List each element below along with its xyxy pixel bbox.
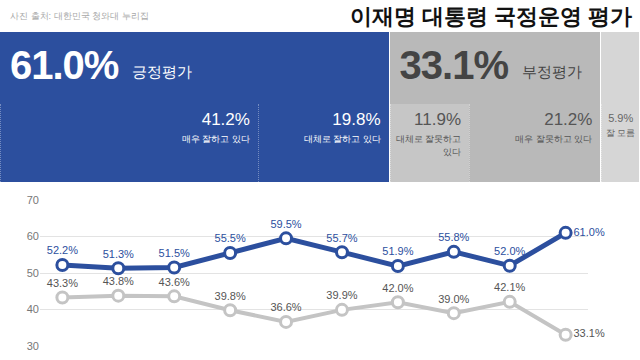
html-text:이재명 대통령 국정운영 평가: 이재명 대통령 국정운영 평가: [349, 4, 632, 29]
svg-text:52.2%: 52.2%: [47, 244, 78, 256]
html-text:33.1%: 33.1%: [399, 43, 508, 87]
html-text:사진 출처: 대한민국 청와대 누리집: 사진 출처: 대한민국 청와대 누리집: [10, 11, 149, 21]
html-text:매우 잘못하고 있다: 매우 잘못하고 있다: [515, 134, 593, 144]
svg-text:39.0%: 39.0%: [438, 293, 469, 305]
svg-text:40: 40: [27, 303, 39, 315]
svg-text:52.0%: 52.0%: [494, 245, 525, 257]
svg-text:39.8%: 39.8%: [215, 290, 246, 302]
svg-text:39.9%: 39.9%: [326, 289, 357, 301]
svg-text:60: 60: [27, 230, 39, 242]
svg-text:55.8%: 55.8%: [438, 231, 469, 243]
html-text:대체로 잘하고 있다: 대체로 잘하고 있다: [303, 134, 381, 144]
html-text:11.9%: 11.9%: [414, 110, 461, 129]
svg-text:61.0%: 61.0%: [574, 226, 605, 238]
html-text:긍정평가: 긍정평가: [132, 63, 193, 80]
svg-text:33.1%: 33.1%: [574, 327, 605, 339]
svg-text:43.3%: 43.3%: [47, 277, 78, 289]
svg-text:51.3%: 51.3%: [103, 248, 134, 260]
html-text:잘 모름: 잘 모름: [605, 128, 636, 138]
html-text:매우 잘하고 있다: 매우 잘하고 있다: [181, 134, 250, 144]
svg-text:50: 50: [27, 267, 39, 279]
svg-text:43.8%: 43.8%: [103, 275, 134, 287]
html-text:5.9%: 5.9%: [608, 112, 634, 124]
svg-text:30: 30: [27, 340, 39, 352]
html-text:21.2%: 21.2%: [544, 110, 593, 129]
svg-text:55.5%: 55.5%: [215, 232, 246, 244]
svg-text:36.6%: 36.6%: [270, 301, 301, 313]
svg-text:59.5%: 59.5%: [270, 218, 301, 230]
svg-text:51.5%: 51.5%: [159, 247, 190, 259]
svg-text:70: 70: [27, 194, 39, 206]
html-text:19.8%: 19.8%: [332, 110, 381, 129]
svg-text:43.6%: 43.6%: [159, 276, 190, 288]
html-text:61.0%: 61.0%: [10, 43, 119, 87]
html-text:대체로 잘못하고 있다: 대체로 잘못하고 있다: [395, 134, 461, 157]
svg-text:51.9%: 51.9%: [382, 245, 413, 257]
svg-text:42.1%: 42.1%: [494, 281, 525, 293]
html-text:41.2%: 41.2%: [201, 110, 250, 129]
svg-text:55.7%: 55.7%: [326, 232, 357, 244]
html-text:부정평가: 부정평가: [522, 63, 582, 80]
svg-text:42.0%: 42.0%: [382, 282, 413, 294]
